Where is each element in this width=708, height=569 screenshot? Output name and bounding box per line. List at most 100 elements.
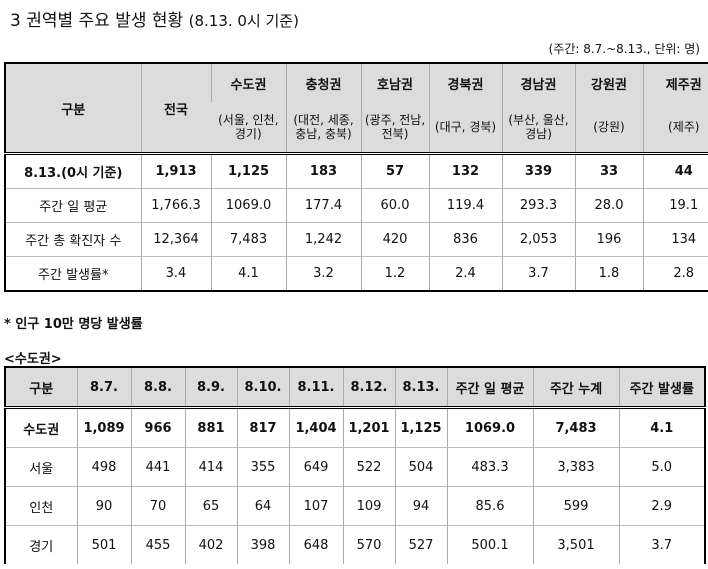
cell: 4.1 (618, 406, 705, 448)
cell: 836 (428, 222, 502, 257)
cell: 498 (76, 447, 131, 487)
cell: 414 (184, 447, 237, 487)
cell: 1069.0 (210, 188, 286, 223)
cell: 1.2 (360, 256, 429, 291)
table-row: 주간 일 평균 1,766.3 1069.0 177.4 60.0 119.4 … (5, 188, 708, 223)
row-label: 8.13.(0시 기준) (5, 152, 141, 189)
cell: 1,089 (76, 406, 131, 448)
table-row: 주간 발생률* 3.4 4.1 3.2 1.2 2.4 3.7 1.8 2.8 (5, 256, 708, 291)
header-region-sub: (부산, 울산, 경남) (501, 102, 575, 154)
cell: 1.8 (574, 256, 643, 291)
row-label: 경기 (5, 525, 77, 564)
row-label: 인천 (5, 486, 77, 526)
cell: 196 (574, 222, 643, 257)
cell: 12,364 (140, 222, 211, 257)
cell: 119.4 (428, 188, 502, 223)
cell: 398 (236, 525, 289, 564)
cell: 5.0 (618, 447, 705, 487)
cell: 3.7 (501, 256, 575, 291)
cell: 3.2 (285, 256, 361, 291)
row-label: 주간 총 확진자 수 (5, 222, 141, 257)
header-cell: 주간 일 평균 (446, 367, 533, 408)
table-row: 인천 90 70 65 64 107 109 94 85.6 599 2.9 (5, 486, 705, 526)
header-region: 경북권 (428, 63, 502, 102)
cell: 1,404 (288, 406, 343, 448)
cell: 420 (360, 222, 429, 257)
cell: 3,501 (532, 525, 619, 564)
cell: 3,383 (532, 447, 619, 487)
footnote: * 인구 10만 명당 발생률 (4, 317, 143, 332)
cell: 1,242 (285, 222, 361, 257)
cell: 132 (428, 152, 502, 189)
table-row: 주간 총 확진자 수 12,364 7,483 1,242 420 836 2,… (5, 222, 708, 257)
cell: 599 (532, 486, 619, 526)
cell: 402 (184, 525, 237, 564)
cell: 7,483 (210, 222, 286, 257)
regional-summary-table: 구분 전국 수도권 충청권 호남권 경북권 경남권 강원권 제주권 (서울, 인… (4, 62, 708, 292)
header-region: 호남권 (360, 63, 429, 102)
header-cell: 8.13. (394, 367, 447, 408)
cell: 483.3 (446, 447, 533, 487)
header-region: 경남권 (501, 63, 575, 102)
header-cell: 주간 발생률 (618, 367, 705, 408)
cell: 817 (236, 406, 289, 448)
cell: 28.0 (574, 188, 643, 223)
header-region-sub: (광주, 전남, 전북) (360, 102, 429, 154)
cell: 339 (501, 152, 575, 189)
unit-note: (주간: 8.7.~8.13., 단위: 명) (548, 42, 700, 56)
cell: 60.0 (360, 188, 429, 223)
cell: 3.7 (618, 525, 705, 564)
header-region-sub: (서울, 인천, 경기) (218, 113, 279, 141)
header-cell: 8.12. (342, 367, 395, 408)
cell: 2.8 (642, 256, 708, 291)
cell: 527 (394, 525, 447, 564)
capital-region-table: 구분 8.7. 8.8. 8.9. 8.10. 8.11. 8.12. 8.13… (4, 366, 706, 564)
cell: 7,483 (532, 406, 619, 448)
cell: 570 (342, 525, 395, 564)
cell: 2.9 (618, 486, 705, 526)
cell: 355 (236, 447, 289, 487)
cell: 1,766.3 (140, 188, 211, 223)
cell: 966 (130, 406, 185, 448)
header-region: 제주권 (642, 63, 708, 102)
table-row: 서울 498 441 414 355 649 522 504 483.3 3,3… (5, 447, 705, 487)
header-cell: 8.10. (236, 367, 289, 408)
title-basis: (8.13. 0시 기준) (188, 12, 299, 30)
cell: 2.4 (428, 256, 502, 291)
header-national: 전국 (140, 63, 211, 154)
header-region: 강원권 (574, 63, 643, 102)
cell: 70 (130, 486, 185, 526)
table-row: 8.13.(0시 기준) 1,913 1,125 183 57 132 339 … (5, 152, 708, 189)
cell: 33 (574, 152, 643, 189)
header-cell: 구분 (5, 367, 77, 408)
cell: 1,913 (140, 152, 211, 189)
cell: 522 (342, 447, 395, 487)
row-label: 주간 발생률* (5, 256, 141, 291)
cell: 19.1 (642, 188, 708, 223)
cell: 64 (236, 486, 289, 526)
header-region-sub: (대전, 세종, 충남, 충북) (285, 102, 361, 154)
cell: 293.3 (501, 188, 575, 223)
cell: 441 (130, 447, 185, 487)
title-main: 3 권역별 주요 발생 현황 (10, 11, 184, 31)
cell: 65 (184, 486, 237, 526)
header-region: 충청권 (285, 63, 361, 102)
cell: 648 (288, 525, 343, 564)
cell: 107 (288, 486, 343, 526)
cell: 1,201 (342, 406, 395, 448)
cell: 109 (342, 486, 395, 526)
cell: 1069.0 (446, 406, 533, 448)
row-label: 주간 일 평균 (5, 188, 141, 223)
cell: 90 (76, 486, 131, 526)
section-label: <수도권> (4, 352, 62, 367)
header-region: 수도권 (210, 63, 286, 102)
cell: 3.4 (140, 256, 211, 291)
row-label: 수도권 (5, 406, 77, 448)
cell: 504 (394, 447, 447, 487)
cell: 94 (394, 486, 447, 526)
header-cell: 8.9. (184, 367, 237, 408)
cell: 500.1 (446, 525, 533, 564)
cell: 85.6 (446, 486, 533, 526)
header-region-sub: (제주) (642, 102, 708, 154)
cell: 649 (288, 447, 343, 487)
